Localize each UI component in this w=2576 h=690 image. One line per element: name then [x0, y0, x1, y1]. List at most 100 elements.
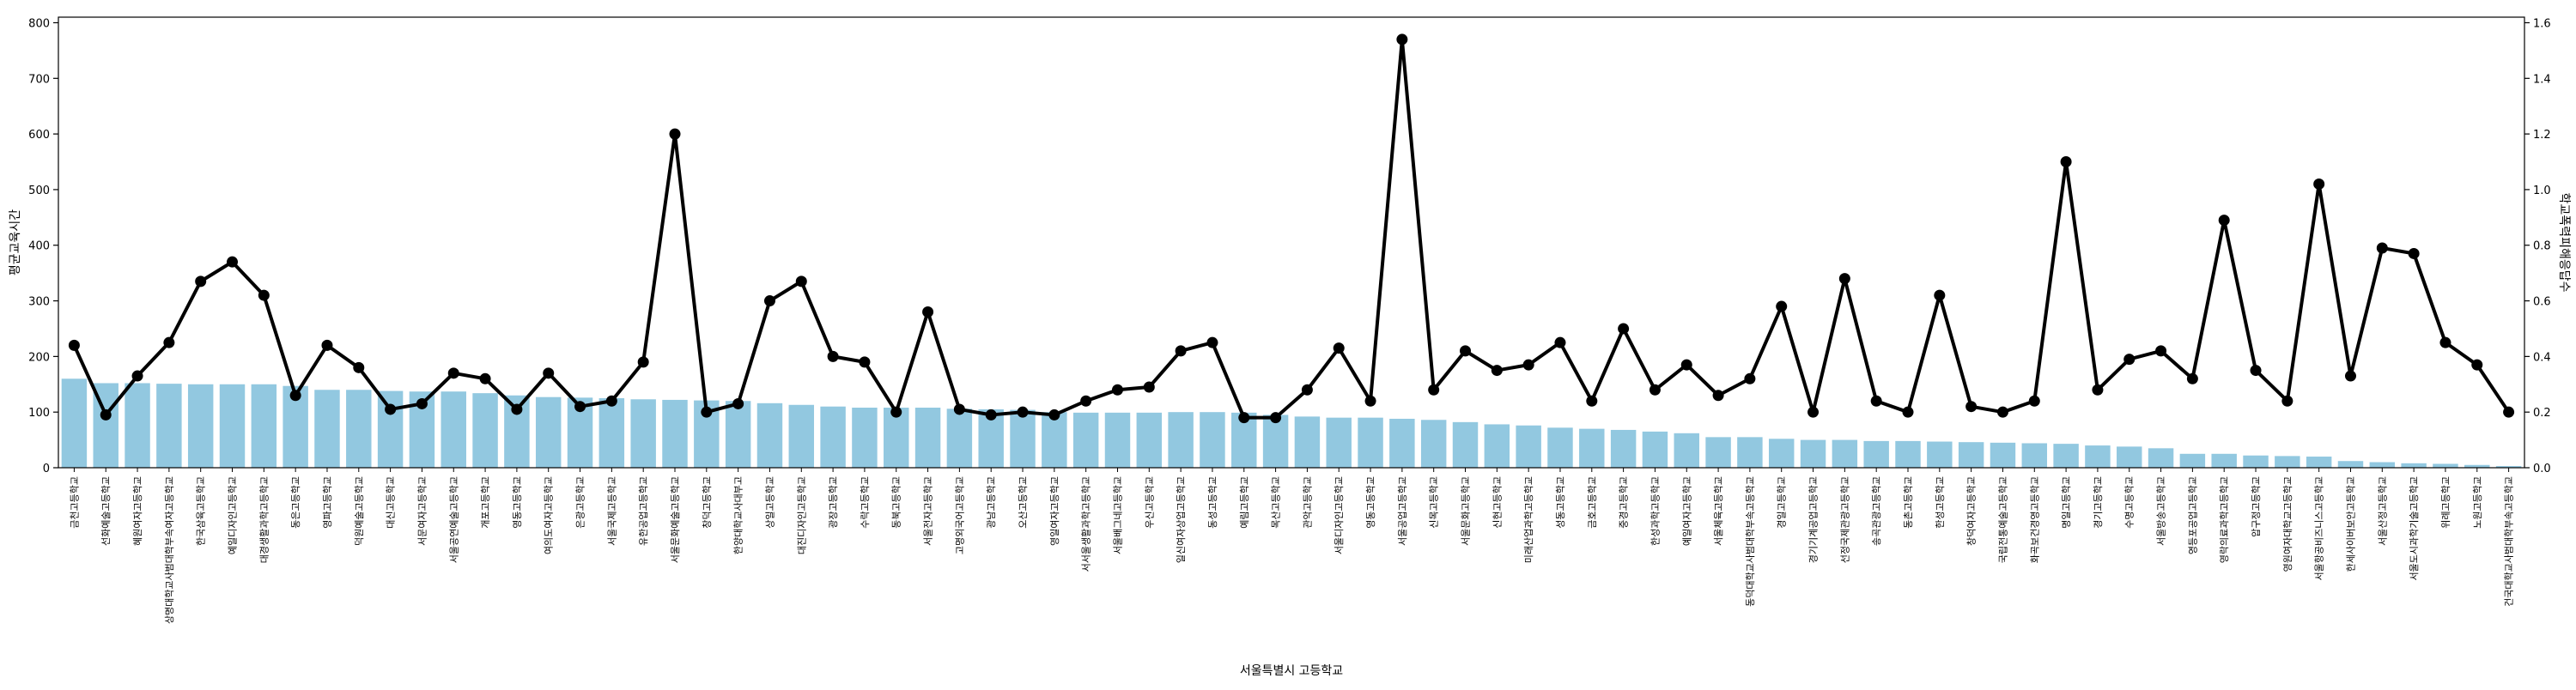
y-tick-label: 700 — [28, 73, 50, 86]
bar — [1042, 412, 1067, 468]
y-tick-label: 300 — [28, 296, 50, 309]
x-tick-label: 영파고등학교 — [322, 476, 333, 529]
y-tick-label: 0 — [43, 463, 50, 475]
line-point — [1364, 395, 1376, 407]
line-point — [321, 339, 333, 351]
x-tick-label: 중경고등학교 — [1619, 476, 1630, 529]
bar — [2117, 446, 2142, 468]
line-point — [1460, 345, 1472, 357]
line-point — [1870, 395, 1882, 407]
line-point — [1744, 372, 1756, 384]
line-point — [1776, 300, 1788, 312]
x-tick-label: 화곡보건경영고등학교 — [2029, 476, 2040, 563]
left-axis-ticks: 0 100 200 300 400 500 600 700 800 — [28, 17, 58, 475]
x-tick-label: 한국삼육고등학교 — [196, 476, 207, 546]
line-series — [68, 33, 2515, 424]
x-tick-label: 한성고등학교 — [1935, 476, 1946, 529]
x-tick-label: 경일고등학교 — [1776, 476, 1788, 529]
x-tick-label: 서울배그네고등학교 — [1112, 476, 1123, 554]
bar — [1737, 437, 1763, 468]
x-tick-label: 국립전통예술고등학교 — [1997, 476, 2008, 563]
x-tick-label: 경기기계공업고등학교 — [1808, 476, 1820, 563]
y2-tick-label: 0.6 — [2533, 296, 2551, 309]
bar — [1072, 412, 1099, 468]
x-tick-label: 예일디자인고등학교 — [227, 476, 239, 554]
x-tick-label: 노원고등학교 — [2472, 476, 2483, 529]
bar — [2085, 445, 2111, 468]
line-point — [859, 356, 871, 368]
x-tick-label: 서울문화예술고등학교 — [670, 476, 681, 563]
bar — [2433, 463, 2458, 468]
x-tick-label: 예림고등학교 — [1239, 476, 1250, 529]
x-tick-label: 서울국제고등학교 — [606, 476, 617, 546]
line-point — [763, 295, 775, 307]
x-tick-label: 서울항공비즈니스고등학교 — [2314, 476, 2325, 580]
line-point — [953, 403, 965, 415]
line-point — [637, 356, 649, 368]
bar — [1927, 441, 1953, 468]
line-point — [2123, 354, 2136, 366]
x-tick-label: 고명외국어고등학교 — [954, 476, 965, 554]
bar — [2053, 444, 2079, 468]
line-point — [543, 367, 555, 379]
x-tick-label: 경기고등학교 — [2093, 476, 2104, 529]
bar — [156, 384, 182, 468]
line-point — [1807, 406, 1820, 418]
x-tick-label: 오산고등학교 — [1018, 476, 1029, 529]
bar — [346, 390, 372, 468]
line-point — [131, 370, 143, 382]
bar — [1136, 412, 1163, 468]
line-point — [1712, 390, 1724, 402]
bar — [1168, 412, 1194, 468]
x-tick-label: 선정국제관광고등학교 — [1839, 476, 1850, 563]
x-tick-label: 동촌고등학교 — [1903, 476, 1914, 529]
left-axis-title: 평균교육시간 — [9, 209, 22, 275]
x-tick-label: 수락고등학교 — [860, 476, 871, 529]
y2-tick-label: 0.0 — [2533, 463, 2551, 475]
bar — [1358, 417, 1383, 468]
y2-tick-label: 0.4 — [2533, 351, 2551, 364]
bar — [2148, 448, 2174, 468]
bar — [1863, 440, 1889, 468]
y2-tick-label: 1.4 — [2533, 73, 2551, 86]
x-tick-label: 대신고등학교 — [386, 476, 397, 529]
line-point — [732, 397, 744, 409]
bar — [2464, 464, 2490, 468]
x-axis-ticks: 금천고등학교 선화예술고등학교 혜원여자고등학교 상명대학교사범대학부속여자고등학교 한… — [68, 468, 2515, 624]
bar — [1389, 418, 1415, 468]
line-point — [2186, 372, 2198, 384]
bar-series — [61, 378, 2522, 468]
line-point — [100, 409, 112, 421]
line-point — [2376, 242, 2388, 254]
line-point — [669, 128, 681, 140]
x-tick-label: 건국대학교사범대학부속고등학교 — [2504, 476, 2515, 607]
line-point — [827, 350, 839, 362]
line-point — [1618, 323, 1630, 335]
x-tick-label: 대경생활과학고등학교 — [258, 476, 270, 563]
bar — [1484, 424, 1510, 468]
y-tick-label: 400 — [28, 240, 50, 253]
bar — [946, 409, 973, 468]
line-point — [890, 406, 902, 418]
bar — [1674, 433, 1699, 468]
line-point — [2060, 156, 2072, 168]
x-tick-label: 동북고등학교 — [891, 476, 902, 529]
line-point — [1080, 395, 1092, 407]
bar — [2369, 462, 2396, 468]
bar — [1262, 415, 1289, 468]
bar — [1200, 412, 1225, 468]
x-tick-label: 영락의료과학고등학교 — [2219, 476, 2230, 563]
line-point — [922, 306, 934, 318]
right-axis-title: 학교폭력피해응답수 — [2557, 193, 2571, 293]
x-tick-label: 서울공업고등학교 — [1397, 476, 1408, 546]
x-tick-label: 서문여자고등학교 — [416, 476, 428, 546]
x-tick-label: 개포고등학교 — [480, 476, 491, 529]
line-point — [2218, 215, 2230, 227]
bar — [2306, 457, 2332, 468]
y-tick-label: 100 — [28, 407, 50, 420]
bar — [662, 399, 688, 468]
bar — [1832, 439, 1858, 468]
x-tick-label: 유한공업고등학교 — [638, 476, 649, 546]
bar — [1642, 431, 1668, 468]
